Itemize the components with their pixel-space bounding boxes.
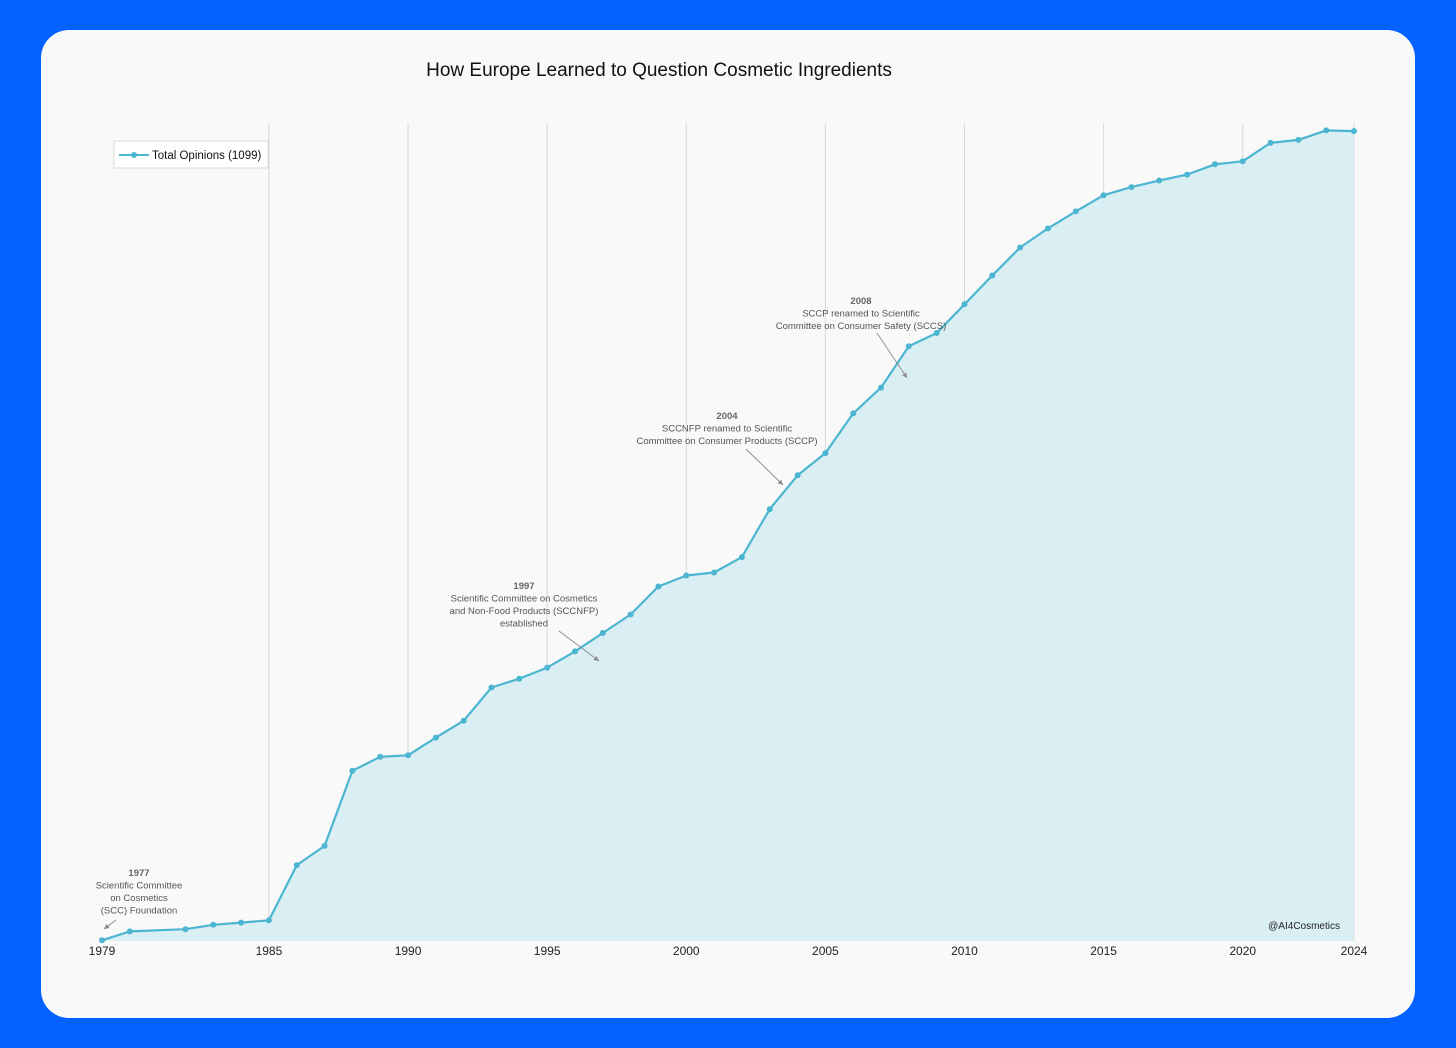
legend-label: Total Opinions (1099) (152, 150, 261, 162)
annotation-arrow-2008 (876, 332, 908, 379)
legend-marker (131, 152, 137, 158)
annotation-arrow-2004 (745, 448, 784, 486)
annotation-1997: 1997 Scientific Committee on Cosmeticsand… (450, 581, 600, 662)
data-point-1986 (293, 862, 300, 869)
data-point-2013 (1045, 225, 1051, 232)
credit-label: @AI4Cosmetics (1268, 921, 1340, 932)
x-tick-label-1995: 1995 (534, 944, 561, 958)
annotation-arrowhead-1997 (593, 656, 599, 661)
data-point-1993 (488, 684, 495, 691)
annotation-text-1977-3: (SCC) Foundation (101, 906, 178, 917)
annotation-text-2004-1: SCCNFP renamed to Scientific (662, 424, 792, 435)
x-tick-label-2005: 2005 (812, 944, 839, 958)
data-point-1989 (377, 753, 384, 760)
area-fill (102, 130, 1354, 941)
annotation-year-2004: 2004 (716, 411, 738, 422)
data-point-1994 (516, 675, 523, 682)
data-point-2010 (961, 301, 968, 308)
data-point-1992 (460, 717, 467, 724)
data-point-2019 (1211, 161, 1218, 168)
data-point-2008 (905, 343, 912, 350)
data-point-2014 (1072, 208, 1079, 215)
annotation-year-1977: 1977 (128, 868, 149, 879)
data-point-2017 (1156, 177, 1163, 184)
x-tick-label-2020: 2020 (1229, 944, 1256, 958)
data-point-2023 (1323, 127, 1330, 134)
x-tick-label-2010: 2010 (951, 944, 978, 958)
data-point-2015 (1100, 192, 1107, 199)
x-axis-ticks: 1979 1985 1990 1995 2000 2005 2010 2015 2020 2024 (89, 944, 1368, 958)
data-point-1982 (182, 926, 189, 933)
data-point-2020 (1239, 158, 1246, 165)
data-point-1998 (627, 611, 634, 618)
data-point-2011 (989, 272, 996, 279)
data-point-1999 (655, 583, 662, 590)
x-tick-label-1985: 1985 (256, 944, 283, 958)
data-point-1987 (321, 842, 328, 849)
annotation-2004: 2004 SCCNFP renamed to ScientificCommitte… (636, 411, 818, 486)
data-point-2002 (738, 554, 745, 561)
annotation-text-2004-2: Committee on Consumer Products (SCCP) (636, 436, 817, 447)
x-tick-label-2024: 2024 (1341, 944, 1368, 958)
data-point-1985 (265, 917, 272, 924)
annotation-text-1997-1: Scientific Committee on Cosmetics (451, 594, 598, 605)
data-point-2001 (711, 569, 718, 576)
data-point-2022 (1295, 136, 1302, 143)
data-point-1995 (544, 664, 551, 671)
annotation-2008: 2008 SCCP renamed to ScientificCommittee … (776, 296, 947, 379)
annotation-text-2008-2: Committee on Consumer Safety (SCCS) (776, 321, 947, 332)
annotation-text-1997-3: established (500, 619, 548, 630)
data-point-1996 (572, 648, 578, 655)
annotation-arrowhead-1977 (104, 924, 110, 929)
data-point-2021 (1267, 139, 1274, 146)
markers (99, 127, 1357, 944)
annotation-text-1997-2: and Non-Food Products (SCCNFP) (450, 606, 599, 617)
data-point-2007 (878, 384, 884, 391)
data-point-2016 (1128, 184, 1135, 191)
data-point-2004 (794, 472, 801, 479)
data-point-2012 (1017, 244, 1024, 251)
annotation-arrowhead-2004 (777, 479, 783, 485)
legend: Total Opinions (1099) (113, 140, 269, 169)
annotation-year-1997: 1997 (513, 581, 534, 592)
chart-title: How Europe Learned to Question Cosmetic … (426, 60, 892, 81)
chart-card: How Europe Learned to Question Cosmetic … (41, 30, 1415, 1018)
data-point-1988 (349, 767, 356, 774)
data-point-2005 (822, 450, 829, 457)
area-layer (101, 129, 1355, 942)
annotation-text-1977-1: Scientific Committee (96, 881, 183, 892)
x-tick-label-2000: 2000 (673, 944, 700, 958)
annotation-arrowhead-2008 (902, 372, 907, 378)
data-point-2009 (933, 330, 940, 336)
x-tick-label-1979: 1979 (89, 944, 116, 958)
x-tick-label-1990: 1990 (395, 944, 422, 958)
data-point-1983 (210, 921, 217, 928)
data-point-2024 (1351, 128, 1357, 135)
data-point-1991 (432, 734, 439, 741)
annotation-text-1977-2: on Cosmetics (110, 893, 168, 904)
annotation-text-2008-1: SCCP renamed to Scientific (802, 309, 920, 320)
data-point-1990 (405, 752, 411, 759)
annotation-arrow-1997 (558, 630, 600, 662)
data-point-1984 (238, 919, 245, 926)
data-point-1997 (599, 630, 606, 636)
data-point-1979 (99, 937, 105, 944)
data-point-2000 (683, 572, 690, 579)
data-point-1980 (126, 928, 133, 935)
data-point-2003 (766, 506, 773, 513)
data-point-2006 (850, 410, 857, 417)
annotation-year-2008: 2008 (850, 296, 871, 307)
chart: How Europe Learned to Question Cosmetic … (89, 60, 1368, 958)
x-tick-label-2015: 2015 (1090, 944, 1117, 958)
data-point-2018 (1184, 171, 1191, 178)
